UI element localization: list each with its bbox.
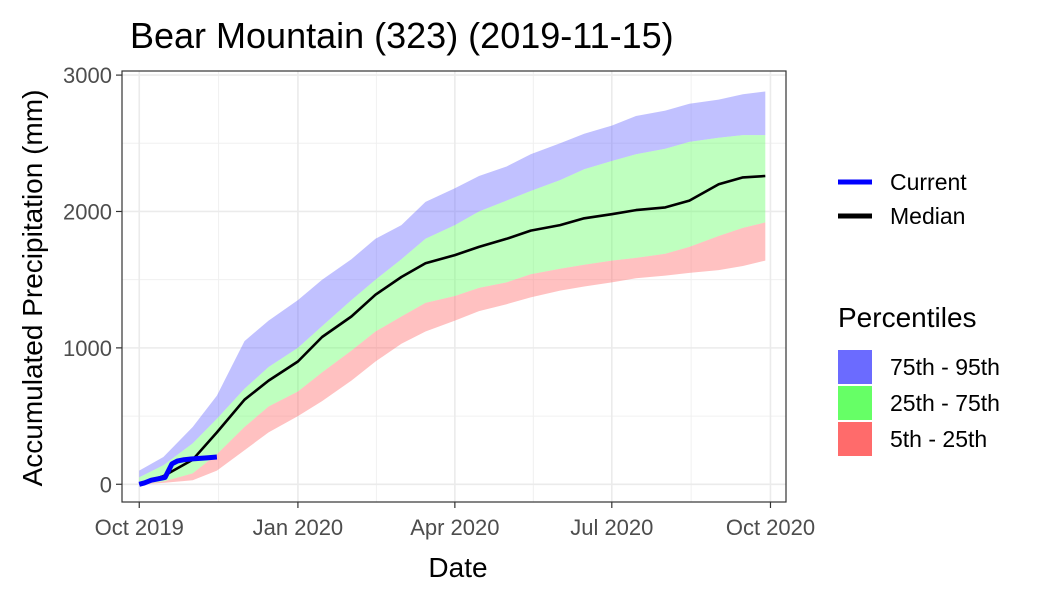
legend-label-median: Median	[890, 203, 965, 229]
plot-panel-border	[121, 70, 787, 503]
plot-panel	[121, 70, 787, 503]
legend-label-5-25: 5th - 25th	[890, 426, 987, 452]
x-tick-label: Jan 2020	[253, 515, 344, 540]
legend-swatch-25-75	[838, 386, 872, 420]
x-tick-label: Oct 2020	[726, 515, 815, 540]
y-tick-label: 3000	[63, 63, 112, 88]
grid-major	[122, 71, 786, 502]
x-tick-label: Apr 2020	[410, 515, 499, 540]
median-line	[138, 174, 766, 486]
band-5th-25th	[139, 222, 766, 485]
x-axis-title: Date	[428, 552, 487, 583]
band-75th-95th	[139, 91, 766, 478]
x-tick-label: Oct 2019	[95, 515, 184, 540]
current-line	[138, 454, 218, 487]
legend: Current Median Percentiles 75th - 95th 2…	[838, 169, 1000, 456]
chart-title: Bear Mountain (323) (2019-11-15)	[130, 15, 674, 56]
legend-label-current: Current	[890, 169, 967, 195]
legend-label-75-95: 75th - 95th	[890, 354, 1000, 380]
legend-percentiles-title: Percentiles	[838, 302, 977, 333]
legend-swatch-75-95	[838, 350, 872, 384]
y-axis: 0 1000 2000 3000	[63, 63, 122, 497]
y-axis-title: Accumulated Precipitation (mm)	[17, 90, 48, 487]
legend-label-25-75: 25th - 75th	[890, 390, 1000, 416]
y-tick-label: 2000	[63, 199, 112, 224]
percentile-bands	[139, 91, 766, 485]
y-tick-label: 0	[100, 472, 112, 497]
band-25th-75th	[139, 135, 766, 485]
y-tick-label: 1000	[63, 336, 112, 361]
legend-swatch-5-25	[838, 422, 872, 456]
x-tick-label: Jul 2020	[570, 515, 653, 540]
x-axis: Oct 2019 Jan 2020 Apr 2020 Jul 2020 Oct 2020	[95, 502, 815, 540]
series-lines	[138, 174, 766, 487]
